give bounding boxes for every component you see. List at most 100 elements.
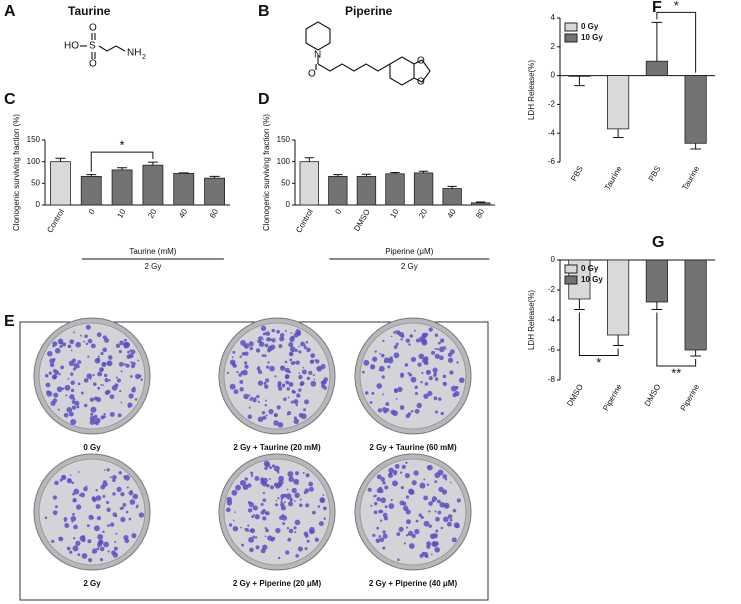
colony [77,382,81,386]
colony [116,378,121,383]
colony [304,399,309,405]
colony [60,365,65,370]
colony [66,546,71,551]
legend-swatch [564,22,578,32]
colony [229,359,236,366]
colony [97,355,100,358]
colony [77,471,80,473]
image-label: 2 Gy + Taurine (20 mM) [233,443,321,452]
colony [299,498,302,501]
colony [280,505,286,511]
y-axis-label: LDH Release(%) [527,60,536,120]
colony [106,507,111,512]
colony [67,344,72,349]
bar [645,259,668,303]
colony [264,535,267,538]
colony [249,547,254,553]
colony [294,480,297,483]
colony [395,398,398,400]
image-label: 0 Gy [83,443,101,452]
colony [394,388,398,392]
colony [294,519,301,526]
significance-label: * [120,138,125,153]
x-tick-label: 10 [115,207,128,220]
colony [291,487,297,494]
colony [390,335,393,338]
colony [281,383,286,388]
y-tick-label: -4 [548,128,556,137]
colony [244,346,247,349]
colony [264,527,267,530]
colony [275,503,279,507]
colony [399,405,405,410]
colony [281,514,285,518]
y-tick-label: -8 [548,375,556,384]
colony [323,377,328,382]
colony [104,378,109,383]
colony [269,466,273,470]
colony [100,383,103,386]
colony [247,501,252,505]
colony [288,501,294,507]
colony [96,516,101,521]
colony [392,480,398,487]
colony [70,372,74,376]
colony [80,334,82,337]
colony [73,331,75,334]
colony [51,374,57,380]
colony [418,353,425,360]
colony [243,487,246,489]
y-tick-label: -6 [548,157,556,166]
dishes: 0 Gy 2 Gy + Taurine (20 mM) 2 Gy + Taurine… [33,317,472,588]
colony [231,356,234,358]
atom: O [308,69,316,80]
colony [395,330,401,335]
colony [264,399,267,402]
colony [414,528,420,535]
colony [408,530,414,536]
colony [380,476,385,482]
error-bar [55,157,66,162]
colony [83,486,88,492]
colony [130,489,133,493]
significance-label: * [674,0,679,13]
colony [104,337,110,343]
error-bar [418,170,429,173]
atom: N [314,50,321,61]
y-axis-label: LDH Release(%) [527,290,536,350]
colony [131,533,137,539]
colony [265,414,268,417]
colony [265,462,271,468]
colony [95,489,98,492]
colony [102,362,106,366]
image-label: 2 Gy + Taurine (60 mM) [369,443,457,452]
colony [54,480,59,486]
x-tick-label: Piperine [679,382,702,412]
colony [255,545,260,550]
colony [283,397,287,402]
colony [127,402,133,408]
colony [244,361,248,365]
colony [404,473,410,479]
colony [425,369,432,375]
colony [390,498,393,502]
colony [255,348,261,353]
colony [459,377,465,384]
colony [86,373,93,379]
colony [118,350,122,354]
colony [280,500,283,503]
colony [298,345,300,348]
colony [90,406,97,413]
colony [66,407,73,413]
group-sublabel: 2 Gy [401,262,418,271]
colony [434,547,440,553]
colony [71,405,77,410]
colony [238,373,242,377]
colony [75,504,82,510]
colony [244,477,248,481]
colony [419,553,424,558]
colony [52,341,58,347]
error-bar [209,175,220,179]
colony [117,413,122,418]
colony [447,514,453,519]
